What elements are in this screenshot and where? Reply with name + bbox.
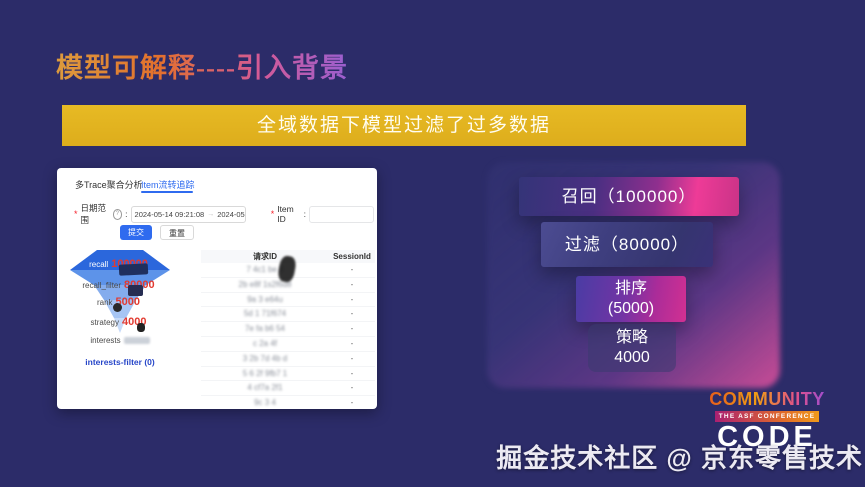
- session-id-cell: -: [350, 398, 354, 408]
- redaction-mark: [113, 303, 123, 312]
- request-id-cell[interactable]: 5 6 2f 9fb7 1: [242, 368, 288, 378]
- funnel-layer-interests: [114, 318, 126, 333]
- session-id-cell: -: [350, 353, 354, 363]
- flow-box-value: (5000): [607, 300, 655, 317]
- session-id-cell: -: [350, 309, 354, 319]
- funnel-chart: recall 100000 recall_filter 80000 rank 5…: [70, 250, 170, 380]
- tab-item-flow[interactable]: Item流转追踪: [141, 180, 195, 190]
- funnel-label: recall_filter: [82, 280, 122, 290]
- date-range-label: 日期范围: [80, 203, 107, 225]
- session-id-header: SessionId: [333, 252, 371, 261]
- slide-title: 模型可解释----引入背景: [56, 46, 348, 85]
- request-id-cell[interactable]: 5d 1 71f674: [243, 309, 287, 319]
- reset-button[interactable]: 重置: [160, 225, 194, 240]
- query-form: * 日期范围 ? : 2024-05-14 09:21:08 → 2024-05…: [74, 203, 374, 225]
- item-id-label: Item ID: [277, 204, 294, 224]
- watermark: 掘金技术社区 @ 京东零售技术: [496, 443, 863, 473]
- funnel-row-recall-filter: recall_filter 80000: [45, 279, 195, 296]
- required-mark: *: [270, 209, 275, 219]
- active-tab-underline: [141, 191, 193, 193]
- session-id-cell: -: [350, 338, 354, 348]
- request-id-cell[interactable]: 2b e8f 1s2f6d8: [238, 279, 292, 289]
- key-message-banner: 全域数据下模型过滤了过多数据: [62, 105, 746, 146]
- table-row: c 2a 4f -: [201, 337, 375, 352]
- request-id-header: 请求ID: [253, 252, 277, 261]
- item-id-input[interactable]: [308, 205, 374, 223]
- table-row: 7e fa b6 54 -: [201, 322, 375, 337]
- flow-box-rank: 排序 (5000): [576, 276, 686, 322]
- session-id-cell: -: [350, 383, 354, 393]
- funnel-label: strategy: [90, 317, 119, 327]
- funnel-label: recall: [89, 259, 109, 269]
- date-arrow-icon: →: [207, 210, 215, 218]
- session-id-cell: -: [350, 279, 354, 289]
- flow-box-label: 策略: [615, 329, 648, 346]
- funnel-row-rank: rank 5000: [45, 295, 195, 312]
- logo-code-text: CODE: [717, 421, 817, 453]
- request-id-cell[interactable]: 7 4c1 be 8: [246, 265, 284, 274]
- table-row: 3 2b 7d 4b d -: [201, 352, 375, 367]
- table-row: 9c 3 4 -: [201, 396, 375, 410]
- item-id-colon: :: [303, 209, 306, 219]
- session-id-cell: -: [350, 265, 354, 274]
- trace-tool-screenshot: 多Trace聚合分析 Item流转追踪 * 日期范围 ? : 2024-05-1…: [57, 168, 377, 409]
- flow-box-strategy: 策略 4000: [588, 324, 676, 372]
- session-id-cell: -: [350, 294, 354, 304]
- table-row: 5d 1 71f674 -: [201, 307, 375, 323]
- flow-box-recall: 召回（100000）: [519, 177, 739, 216]
- flow-box-label: 过滤（80000）: [564, 234, 690, 254]
- date-end-value[interactable]: 2024-05-14 11:21:08: [217, 209, 245, 219]
- date-start-value[interactable]: 2024-05-14 09:21:08: [134, 209, 205, 219]
- form-buttons: 提交 重置: [120, 225, 194, 240]
- date-range-input[interactable]: 2024-05-14 09:21:08 → 2024-05-14 11:21:0…: [130, 205, 246, 223]
- request-id-cell[interactable]: 4 cf7a 2f1: [247, 383, 283, 393]
- flow-box-filter: 过滤（80000）: [541, 222, 713, 267]
- flow-box-label: 召回（100000）: [561, 186, 697, 206]
- table-row: 2b e8f 1s2f6d8 -: [201, 278, 375, 293]
- table-row: 5 6 2f 9fb7 1 -: [201, 367, 375, 382]
- funnel-row-interests: interests: [45, 334, 195, 346]
- funnel-label: interests: [90, 335, 121, 345]
- funnel-value: 4000: [121, 315, 147, 328]
- request-id-cell[interactable]: 3 2b 7d 4b d: [242, 353, 288, 363]
- request-id-cell[interactable]: 7e fa b6 54: [244, 324, 286, 334]
- session-id-cell: -: [350, 368, 354, 378]
- table-row: 9a 3 e64u -: [201, 293, 375, 308]
- logo-community-text: COMMUNITY: [701, 389, 833, 410]
- redaction-mark: [127, 285, 143, 296]
- session-id-cell: -: [350, 324, 354, 334]
- tab-multi-trace[interactable]: 多Trace聚合分析: [75, 180, 143, 190]
- request-id-cell[interactable]: c 2a 4f: [252, 338, 277, 348]
- submit-button[interactable]: 提交: [120, 225, 152, 240]
- redaction-mark: [118, 263, 149, 276]
- info-icon: ?: [112, 208, 123, 220]
- table-row: 4 cf7a 2f1 -: [201, 381, 375, 397]
- request-table: 请求ID SessionId 7 4c1 be 8 - 2b e8f 1s2f6d…: [201, 250, 375, 407]
- logo-conference-bar: THE ASF CONFERENCE: [715, 411, 819, 422]
- funnel-row-strategy: strategy 4000: [45, 315, 195, 332]
- community-over-code-logo: COMMUNITY THE ASF CONFERENCE CODE: [701, 389, 833, 452]
- flow-box-value: 4000: [614, 349, 650, 366]
- funnel-row-recall: recall 100000: [45, 258, 195, 276]
- funnel-label: rank: [96, 297, 113, 307]
- request-id-cell[interactable]: 9c 3 4: [254, 398, 276, 408]
- flow-box-label: 排序: [614, 280, 647, 297]
- required-mark: *: [74, 209, 78, 219]
- redaction-mark: [137, 323, 146, 332]
- blurred-value: [123, 336, 150, 344]
- request-id-cell[interactable]: 9a 3 e64u: [247, 294, 283, 304]
- funnel-value: 5000: [115, 295, 141, 308]
- funnel-footer-label: interests-filter (0): [85, 357, 155, 367]
- date-range-colon: :: [125, 209, 128, 219]
- funnel-value: 80000: [124, 279, 155, 291]
